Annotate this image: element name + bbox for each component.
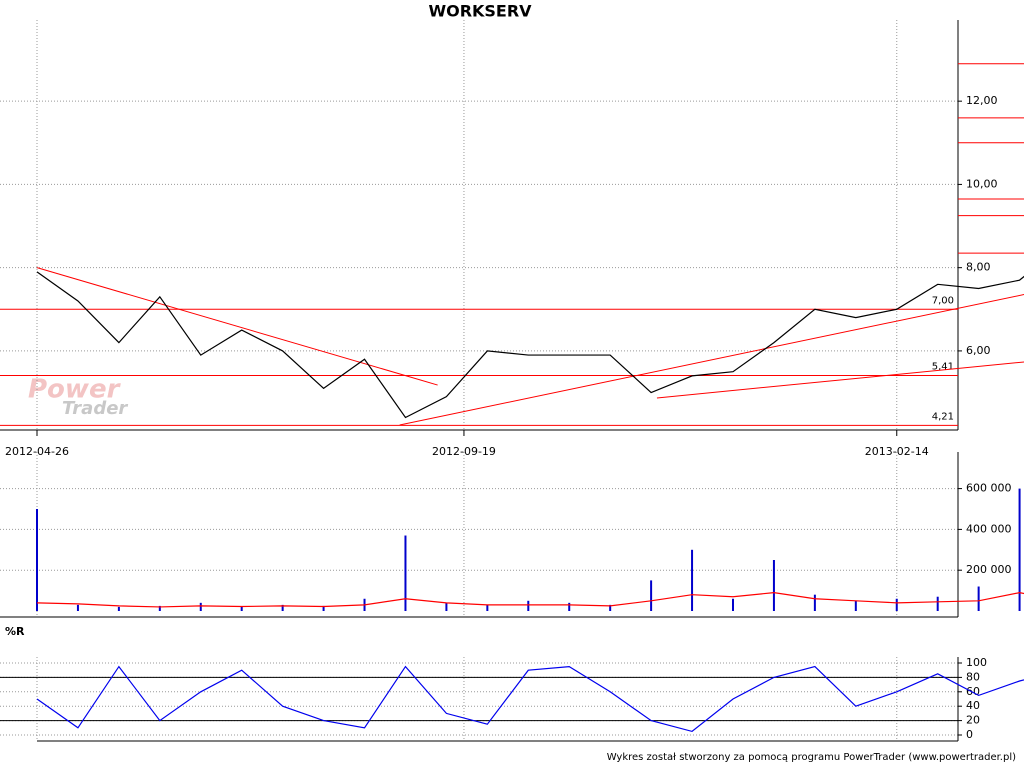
trend-line xyxy=(36,267,438,386)
y-tick-label: 80 xyxy=(966,670,980,683)
y-tick-label: 60 xyxy=(966,685,980,698)
volume-bar xyxy=(854,600,857,611)
y-tick-label: 100 xyxy=(966,656,987,669)
volume-bar xyxy=(609,604,612,611)
volume-bar xyxy=(1018,488,1021,611)
volume-bar xyxy=(404,535,407,611)
volume-bar xyxy=(322,605,325,611)
volume-bar xyxy=(568,602,571,611)
volume-bar xyxy=(895,598,898,611)
volume-bar xyxy=(486,604,489,611)
y-tick-label: 6,00 xyxy=(966,344,991,357)
volume-bar xyxy=(650,580,653,611)
y-tick-label: 40 xyxy=(966,699,980,712)
volume-bar xyxy=(76,604,79,611)
watermark: Trader xyxy=(62,398,128,419)
level-label: 7,00 xyxy=(932,295,954,306)
volume-bar xyxy=(36,509,38,611)
volume-bar xyxy=(527,600,530,611)
level-label: 4,21 xyxy=(932,411,954,422)
y-tick-label: 8,00 xyxy=(966,261,991,274)
panel-title: %R xyxy=(5,625,25,638)
volume-bar xyxy=(772,560,775,611)
y-tick-label: 12,00 xyxy=(966,94,998,107)
volume-bar xyxy=(936,596,939,611)
volume-bar xyxy=(977,586,980,611)
trend-line xyxy=(656,361,1024,399)
watermark: Power xyxy=(28,375,122,405)
volume-bar xyxy=(158,605,161,611)
y-tick-label: 200 000 xyxy=(966,563,1012,576)
volume-bar xyxy=(199,602,202,611)
y-tick-label: 0 xyxy=(966,728,973,741)
volume-bar xyxy=(281,604,284,611)
series-line xyxy=(36,665,1024,733)
chart-title: WORKSERV xyxy=(428,2,532,21)
volume-bar xyxy=(691,549,694,611)
volume-bar xyxy=(445,602,448,611)
x-tick-label: 2013-02-14 xyxy=(865,445,929,458)
y-tick-label: 600 000 xyxy=(966,482,1012,495)
series-line xyxy=(36,271,1024,419)
footer: Wykres został stworzony za pomocą progra… xyxy=(607,752,1016,763)
volume-bar xyxy=(813,594,816,611)
level-label: 5,41 xyxy=(932,361,954,372)
trend-line xyxy=(399,294,1024,426)
x-tick-label: 2012-09-19 xyxy=(432,445,496,458)
series-line xyxy=(36,592,1024,608)
y-tick-label: 20 xyxy=(966,714,980,727)
y-tick-label: 10,00 xyxy=(966,177,998,190)
volume-bar xyxy=(731,598,734,611)
volume-bar xyxy=(117,606,120,611)
y-tick-label: 400 000 xyxy=(966,522,1012,535)
x-tick-label: 2012-04-26 xyxy=(5,445,69,458)
volume-bar xyxy=(240,606,243,611)
